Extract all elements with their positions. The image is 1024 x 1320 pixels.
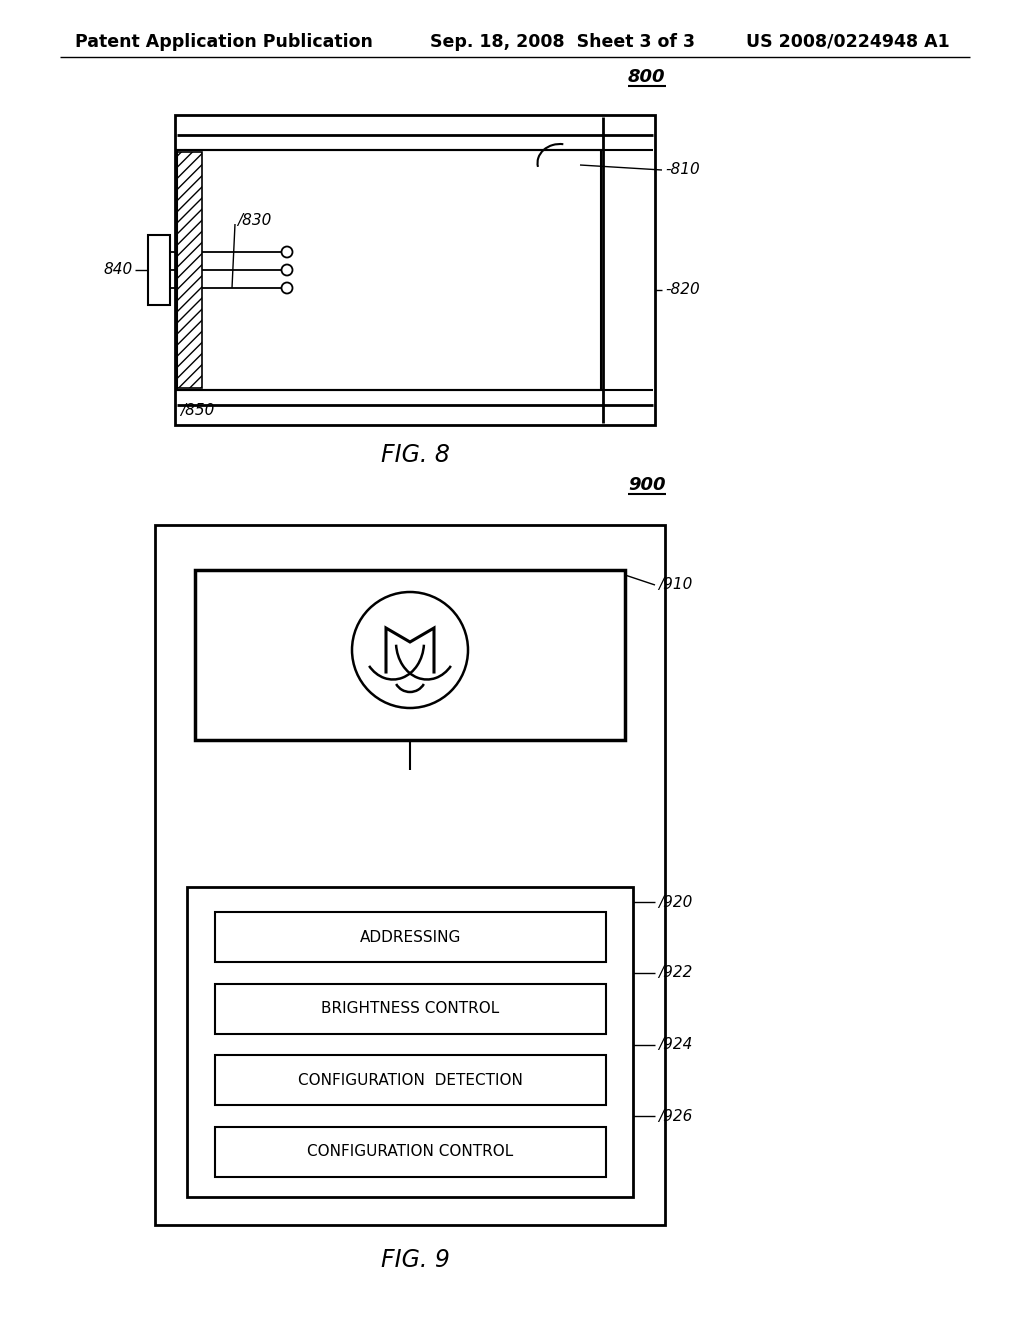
Text: /830: /830 bbox=[237, 214, 271, 228]
Text: US 2008/0224948 A1: US 2008/0224948 A1 bbox=[746, 33, 950, 51]
Text: 900: 900 bbox=[628, 477, 666, 494]
Text: FIG. 8: FIG. 8 bbox=[381, 444, 450, 467]
Text: ADDRESSING: ADDRESSING bbox=[359, 929, 461, 945]
Text: Sep. 18, 2008  Sheet 3 of 3: Sep. 18, 2008 Sheet 3 of 3 bbox=[430, 33, 695, 51]
Text: -820: -820 bbox=[665, 282, 699, 297]
Text: Patent Application Publication: Patent Application Publication bbox=[75, 33, 373, 51]
Text: /926: /926 bbox=[658, 1109, 692, 1123]
Bar bbox=[215, 983, 606, 1034]
Text: 840: 840 bbox=[103, 263, 132, 277]
Text: /920: /920 bbox=[658, 895, 692, 909]
Text: /922: /922 bbox=[658, 965, 692, 981]
Bar bbox=[148, 235, 170, 305]
Text: /850: /850 bbox=[180, 403, 214, 417]
Bar bbox=[187, 887, 633, 1197]
Text: CONFIGURATION CONTROL: CONFIGURATION CONTROL bbox=[307, 1144, 514, 1159]
Text: /924: /924 bbox=[658, 1038, 692, 1052]
Bar bbox=[177, 152, 202, 388]
Text: BRIGHTNESS CONTROL: BRIGHTNESS CONTROL bbox=[322, 1001, 500, 1016]
Bar bbox=[215, 1055, 606, 1105]
Bar bbox=[195, 570, 625, 741]
Bar bbox=[215, 912, 606, 962]
Bar bbox=[175, 115, 655, 425]
Text: /910: /910 bbox=[658, 578, 692, 593]
Bar bbox=[215, 1127, 606, 1177]
Bar bbox=[177, 150, 601, 389]
Text: 800: 800 bbox=[628, 69, 666, 86]
Text: FIG. 9: FIG. 9 bbox=[381, 1247, 450, 1272]
Text: CONFIGURATION  DETECTION: CONFIGURATION DETECTION bbox=[298, 1073, 523, 1088]
Bar bbox=[155, 525, 665, 1225]
Text: -810: -810 bbox=[665, 162, 699, 177]
